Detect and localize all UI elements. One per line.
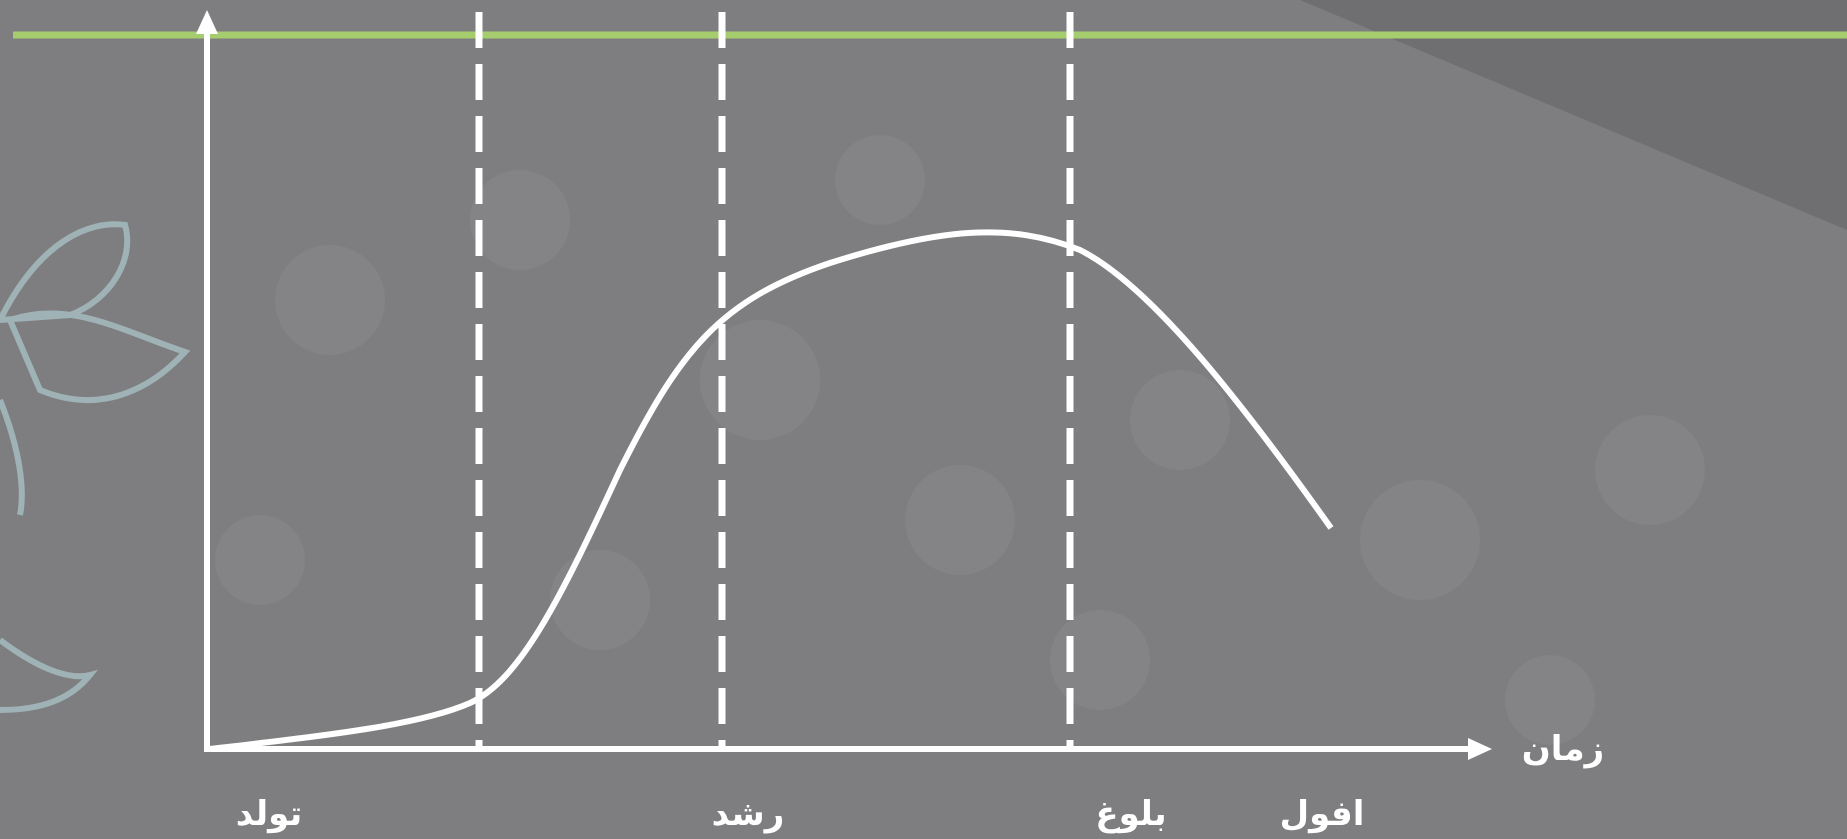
x-axis-arrow xyxy=(1468,738,1492,760)
stage-label: تولد xyxy=(236,794,303,834)
x-axis-label: زمان xyxy=(1522,729,1604,769)
stage-label: بلوغ xyxy=(1095,794,1166,834)
y-axis-arrow xyxy=(196,10,218,34)
leaf-decoration xyxy=(0,221,191,713)
stage-dividers xyxy=(475,12,1074,749)
life-cycle-curve xyxy=(209,229,1334,752)
background-pattern xyxy=(215,135,1705,745)
stage-label: رشد xyxy=(712,794,785,834)
corner-shade xyxy=(1300,0,1847,230)
stage-label: افول xyxy=(1280,794,1365,834)
